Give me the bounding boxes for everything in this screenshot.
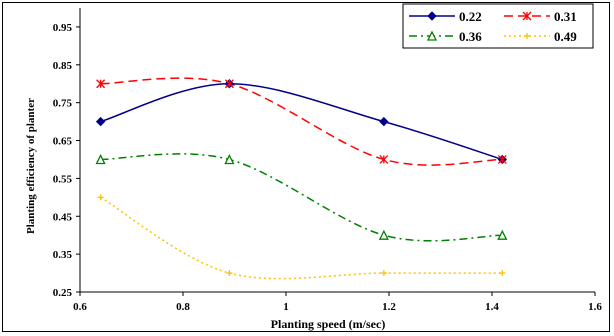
legend: 0.22 0.31 0.36 0.49	[402, 3, 594, 49]
y-tick-label: 0.95	[53, 22, 73, 34]
data-point-0.31	[497, 155, 507, 164]
data-point-0.49	[499, 270, 506, 277]
data-point-0.36	[497, 229, 508, 240]
data-point-0.31	[96, 79, 106, 89]
data-point-0.22	[95, 116, 106, 127]
y-tick-label: 0.35	[53, 249, 73, 261]
legend-label: 0.36	[459, 29, 482, 44]
data-point-0.49	[97, 194, 104, 201]
x-axis-label: Planting speed (m/sec)	[271, 317, 386, 331]
y-tick-label: 0.55	[53, 173, 73, 185]
data-point-0.36	[95, 154, 106, 165]
data-point-0.36	[224, 154, 235, 165]
series-line-0.36	[100, 153, 503, 242]
y-tick-label: 0.25	[53, 287, 73, 299]
chart-frame	[2, 2, 610, 332]
data-point-0.31	[224, 79, 234, 89]
legend-label: 0.31	[554, 9, 577, 24]
series-markers	[95, 79, 508, 277]
legend-marker-0.22	[427, 11, 437, 21]
x-tick-label: 1.4	[485, 301, 499, 313]
legend-box	[402, 3, 594, 49]
x-tick-label: 1.2	[382, 301, 396, 313]
legend-label: 0.49	[554, 29, 577, 44]
y-tick-label: 0.85	[53, 60, 73, 72]
y-axis-label: Planting efficiency of planter	[25, 98, 37, 234]
x-tick-label: 1.6	[588, 301, 602, 313]
tick-labels: 0.6 0.8 1 1.2 1.4 1.6 0.25 0.35 0.45 0.55 0.65 0.75…	[53, 22, 603, 313]
axes	[76, 8, 596, 296]
x-tick-label: 0.8	[176, 301, 190, 313]
data-point-0.22	[379, 116, 389, 127]
y-tick-label: 0.45	[53, 211, 73, 223]
y-tick-label: 0.75	[53, 98, 73, 110]
legend-label: 0.22	[459, 9, 482, 24]
series-line-0.31	[100, 77, 503, 166]
legend-marker-0.49	[524, 33, 530, 39]
data-point-0.36	[378, 229, 389, 240]
series-line-0.49	[100, 196, 503, 280]
legend-marker-0.36	[426, 30, 438, 41]
x-tick-label: 1	[283, 301, 289, 313]
data-point-0.49	[380, 270, 387, 277]
data-point-0.49	[226, 270, 233, 277]
series-line-0.22	[100, 82, 503, 161]
legend-marker-0.31	[522, 11, 532, 21]
x-tick-label: 0.6	[73, 301, 87, 313]
y-tick-label: 0.65	[53, 136, 73, 148]
series-lines	[100, 77, 503, 280]
data-point-0.31	[379, 155, 389, 164]
